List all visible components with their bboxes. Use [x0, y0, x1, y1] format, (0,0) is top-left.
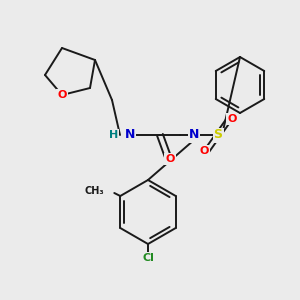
Text: N: N: [189, 128, 199, 142]
Text: H: H: [109, 130, 118, 140]
Text: O: O: [199, 146, 209, 156]
Text: O: O: [165, 154, 175, 164]
Text: Cl: Cl: [142, 253, 154, 263]
Text: S: S: [214, 128, 223, 142]
Text: CH₃: CH₃: [85, 186, 104, 196]
Text: O: O: [227, 114, 237, 124]
Text: N: N: [125, 128, 135, 142]
Text: O: O: [57, 90, 67, 100]
